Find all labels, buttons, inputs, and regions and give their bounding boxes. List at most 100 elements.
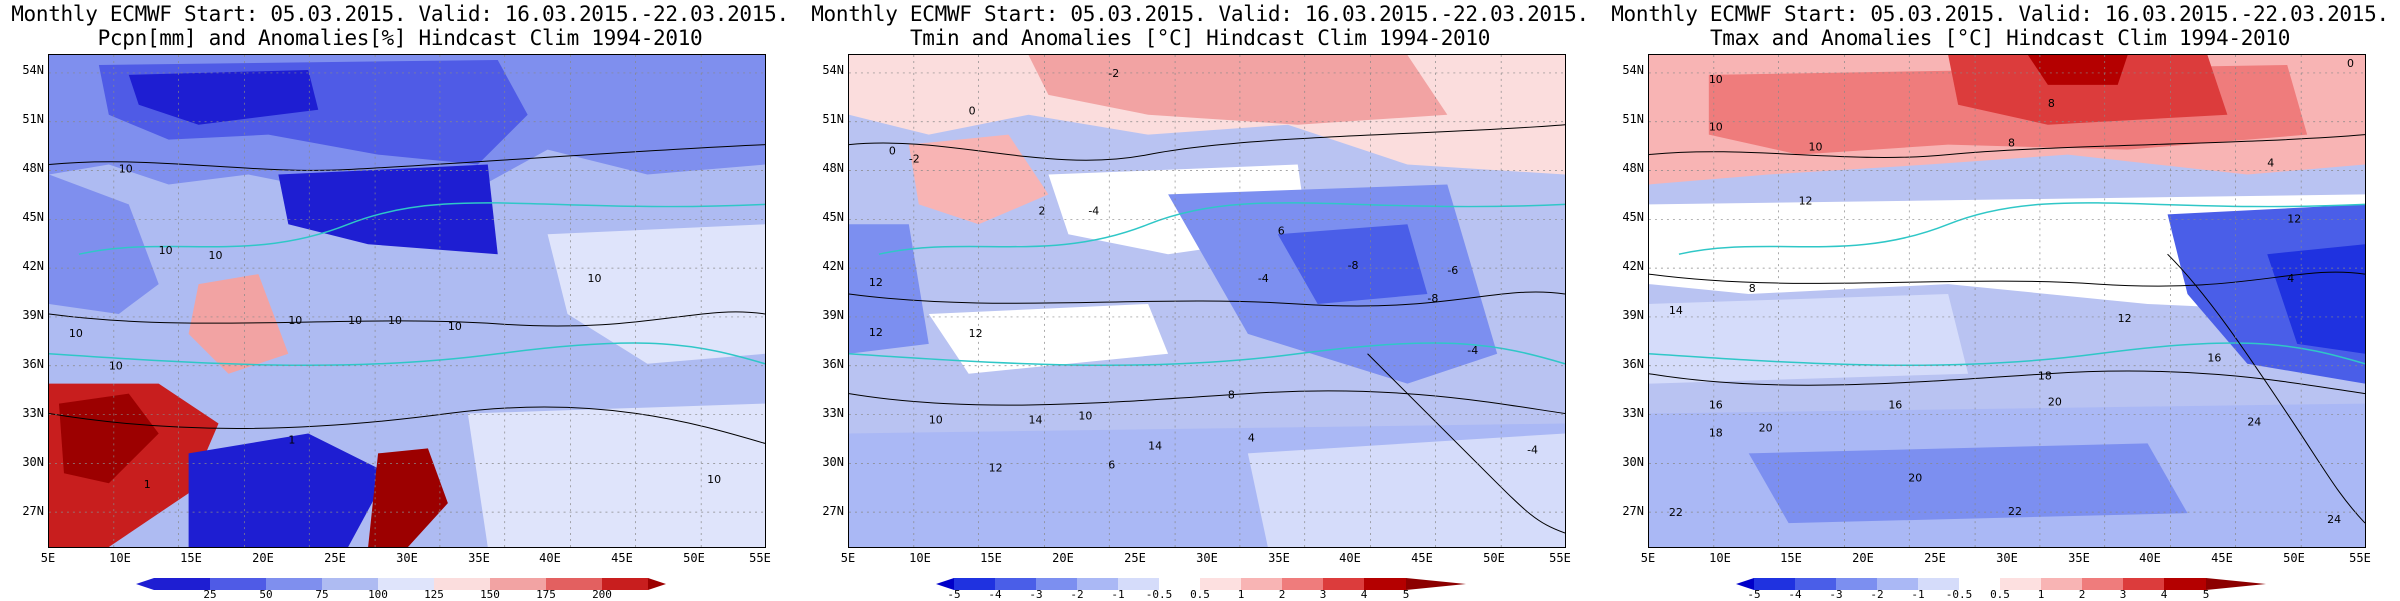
contour-label: 2 <box>1038 204 1045 217</box>
contour-label: 10 <box>159 244 173 257</box>
contour-label: 8 <box>1749 282 1756 295</box>
lon-label: 5E <box>840 551 856 565</box>
contour-label: -2 <box>909 153 920 166</box>
contour-line <box>49 311 765 327</box>
contour-label: 24 <box>2327 513 2341 526</box>
colorbar-label: 4 <box>1360 588 1368 601</box>
colorbar-cell <box>490 578 546 590</box>
lat-label: 27N <box>822 504 844 518</box>
colorbar-label: 0.5 <box>1190 588 1210 601</box>
coastline-south <box>1649 342 2365 367</box>
lon-label: 45E <box>1411 551 1433 565</box>
colorbar-cell <box>210 578 266 590</box>
contour-line <box>2167 253 2365 524</box>
contour-label: 12 <box>869 326 883 339</box>
colorbar-end-left <box>136 578 154 590</box>
colorbar-label: 100 <box>368 588 388 601</box>
colorbar-cell <box>1118 578 1159 590</box>
contour-label: 8 <box>1228 389 1235 402</box>
colorbar-label: -3 <box>1029 588 1043 601</box>
anomaly-region-dry-south <box>188 433 389 547</box>
lon-label: 40E <box>539 551 561 565</box>
colorbar-label: -4 <box>988 588 1002 601</box>
lat-label: 54N <box>22 63 44 77</box>
anomaly-region-very-cold-east <box>2267 244 2365 354</box>
contour-label: 12 <box>2118 312 2132 325</box>
colorbar-cell <box>322 578 378 590</box>
lon-label: 5E <box>40 551 56 565</box>
colorbar-cell <box>1877 578 1918 590</box>
contour-label: 20 <box>2048 396 2062 409</box>
contour-label: 10 <box>109 360 123 373</box>
contour-label: 10 <box>587 272 601 285</box>
lon-label: 35E <box>1268 551 1290 565</box>
anomaly-region-wet-south <box>368 448 448 547</box>
lon-label: 10E <box>109 551 131 565</box>
colorbar-label: -2 <box>1070 588 1084 601</box>
lon-label: 40E <box>2139 551 2161 565</box>
contour-line <box>1649 370 2365 395</box>
lat-label: 42N <box>822 259 844 273</box>
contour-label: 18 <box>1709 426 1723 439</box>
colorbar-svg <box>936 578 1466 590</box>
contour-label: 16 <box>2207 352 2221 365</box>
contour-label: 14 <box>1148 439 1162 452</box>
contour-label: 10 <box>1709 73 1723 86</box>
colorbar-label: -1 <box>1911 588 1925 601</box>
lat-label: 39N <box>22 308 44 322</box>
lat-label: 30N <box>822 455 844 469</box>
lon-label: 40E <box>1339 551 1361 565</box>
contour-label: 0 <box>969 105 976 118</box>
lon-label: 50E <box>683 551 705 565</box>
lat-label: 39N <box>822 308 844 322</box>
colorbar-cell <box>1836 578 1877 590</box>
colorbar-cell <box>1077 578 1118 590</box>
colorbar-cell <box>154 578 210 590</box>
panel-title-line2: Tmin and Anomalies [°C] Hindcast Clim 19… <box>909 26 1491 50</box>
contour-line <box>849 291 1565 307</box>
colorbar-label: 5 <box>1402 588 1410 601</box>
colorbar-label: 175 <box>536 588 556 601</box>
contour-line <box>849 390 1565 415</box>
colorbar-label: 5 <box>2202 588 2210 601</box>
lat-label: 33N <box>22 406 44 420</box>
panel-tmin: Monthly ECMWF Start: 05.03.2015. Valid: … <box>800 0 1600 600</box>
colorbar-end-left <box>1736 578 1754 590</box>
tmin-map: -2 0 0 -2 2 -4 6 -8 -6 -4 12 12 12 14 10… <box>848 54 1566 548</box>
anomaly-region-west <box>49 174 159 314</box>
anomaly-region-southeast <box>467 403 765 547</box>
anomaly-region-southeast <box>1247 433 1565 547</box>
contour-label: 10 <box>1709 121 1723 134</box>
tmax-map: 0 10 10 10 8 8 4 12 12 8 4 14 16 18 20 1… <box>1648 54 2366 548</box>
colorbar-label: 3 <box>1319 588 1327 601</box>
lon-label: 30E <box>1196 551 1218 565</box>
contour-label: 8 <box>2048 97 2055 110</box>
grid-lines <box>49 55 765 547</box>
panel-title-line2: Tmax and Anomalies [°C] Hindcast Clim 19… <box>1709 26 2291 50</box>
lon-label: 5E <box>1640 551 1656 565</box>
colorbar-cell <box>2164 578 2206 590</box>
colorbar-cell <box>378 578 434 590</box>
contour-label: 10 <box>707 473 721 486</box>
contour-label: 12 <box>2287 212 2301 225</box>
lon-label: 30E <box>1996 551 2018 565</box>
colorbar-cell <box>1959 578 2000 590</box>
anomaly-region-cool-west <box>1649 294 1969 384</box>
contour-label: 10 <box>1809 141 1823 154</box>
anomaly-region-extreme-north <box>2027 55 2128 85</box>
colorbar-label: 2 <box>1278 588 1286 601</box>
colorbar-label: -1 <box>1111 588 1125 601</box>
lat-label: 54N <box>1622 63 1644 77</box>
colorbar-cell <box>546 578 602 590</box>
contour-labels: -2 0 0 -2 2 -4 6 -8 -6 -4 12 12 12 14 10… <box>869 67 1538 474</box>
contour-label: 8 <box>2008 137 2015 150</box>
colorbar-label: 0.5 <box>1990 588 2010 601</box>
colorbar-cell <box>1795 578 1836 590</box>
colorbar-label: -4 <box>1788 588 1802 601</box>
anomaly-region-central <box>278 164 498 255</box>
coastline-south <box>49 342 765 367</box>
colorbar-label: 2 <box>2078 588 2086 601</box>
contour-label: 12 <box>969 327 983 340</box>
lat-label: 48N <box>22 161 44 175</box>
colorbar-end-right <box>1406 578 1466 590</box>
